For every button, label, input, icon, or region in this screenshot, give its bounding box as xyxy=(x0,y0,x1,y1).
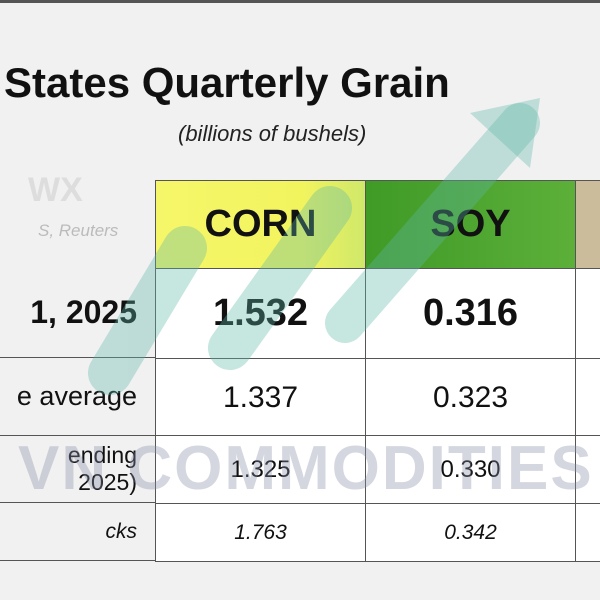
subtitle: (billions of bushels) xyxy=(178,121,367,146)
row-label: ending 2025) xyxy=(0,435,155,503)
table-cell: 0.342 xyxy=(365,503,576,562)
row-label-line: cks xyxy=(105,519,138,543)
cell-text: 0.330 xyxy=(440,455,501,483)
cell-text: 1.337 xyxy=(222,380,299,414)
table-cell: 1.532 xyxy=(155,268,366,359)
cell-text: 1.532 xyxy=(212,292,309,334)
column-header-text: CORN xyxy=(204,203,317,245)
column-header: CORN xyxy=(155,180,366,269)
cell-text: 1.325 xyxy=(230,455,291,483)
table-cell xyxy=(575,358,600,437)
watermark: VN COMMODITIES xyxy=(18,434,594,503)
cell-text: 0.342 xyxy=(444,520,497,544)
table-cell: 1.763 xyxy=(155,503,366,562)
arrow-graphic xyxy=(88,98,540,395)
table-cell xyxy=(575,435,600,504)
table-cell: 0.316 xyxy=(365,268,576,359)
row-label: e average xyxy=(0,358,155,436)
cell-text: 1.763 xyxy=(234,520,287,544)
cell-text: 0.323 xyxy=(432,380,509,414)
row-label-line: 1, 2025 xyxy=(30,294,137,330)
title: States Quarterly Grain xyxy=(4,59,450,106)
row-label-line: ending xyxy=(67,441,137,468)
table-cell: 1.337 xyxy=(155,358,366,437)
row-label-line: e average xyxy=(16,381,137,411)
source: S, Reuters xyxy=(38,221,119,240)
row-label: cks xyxy=(0,503,155,561)
row-label-line: 2025) xyxy=(78,468,137,495)
row-label: 1, 2025 xyxy=(0,268,155,358)
cell-text: 0.316 xyxy=(422,292,519,334)
table-cell xyxy=(575,268,600,359)
column-header-text: SOY xyxy=(430,203,511,245)
logo: WX xyxy=(28,171,83,209)
table-cell xyxy=(575,503,600,562)
table-cell: 0.323 xyxy=(365,358,576,437)
table-cell: 0.330 xyxy=(365,435,576,504)
